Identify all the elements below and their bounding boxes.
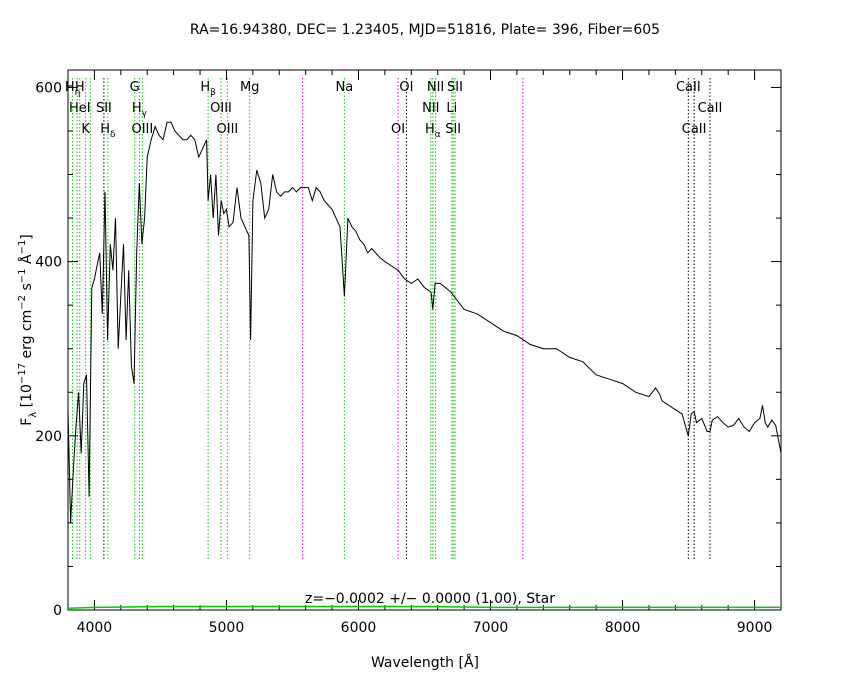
y-tick-label: 600 — [35, 80, 62, 96]
spectral-line-label: SII — [96, 101, 112, 116]
spectral-line-label: Hβ — [200, 80, 216, 98]
y-tick-label: 0 — [53, 603, 62, 619]
spectral-line-label: SII — [445, 122, 461, 137]
spectral-line-label: Li — [446, 101, 457, 116]
y-axis-ticks: 0 200 400 600 — [35, 80, 781, 619]
spectral-line-label: CaII — [698, 101, 723, 116]
spectral-line-label: OI — [391, 122, 405, 137]
x-tick-label: 6000 — [341, 620, 377, 636]
plot-frame — [67, 69, 782, 611]
spectral-line-label: Hγ — [132, 101, 148, 119]
x-axis-ticks: 4000 5000 6000 7000 8000 9000 — [67, 70, 782, 636]
spectral-line-label: Mg — [240, 80, 259, 95]
flux-series-line — [67, 121, 782, 523]
spectral-line-label: CaII — [676, 80, 701, 95]
spectral-line-label: Hα — [425, 122, 441, 140]
spectral-line-label: OIII — [131, 122, 153, 137]
spectral-line-label: OIII — [217, 122, 239, 137]
spectral-line-label: CaII — [682, 122, 707, 137]
spectral-line-label: H — [75, 80, 85, 95]
spectral-line-label: SII — [447, 80, 463, 95]
x-tick-label: 8000 — [605, 620, 641, 636]
spectral-line-label: G — [130, 80, 140, 95]
spectral-line-label: Na — [336, 80, 354, 95]
y-tick-label: 400 — [35, 255, 62, 271]
y-axis-label: Fλ [10−17 erg cm−2 s−1 Å−1] — [17, 234, 39, 426]
redshift-annotation: z=−0.0002 +/− 0.0000 (1.00), Star — [305, 591, 555, 607]
line-markers — [72, 78, 711, 560]
spectral-line-label: NII — [427, 80, 444, 95]
y-tick-label: 200 — [35, 429, 62, 445]
x-tick-label: 9000 — [737, 620, 773, 636]
spectral-line-label: K — [81, 122, 90, 137]
spectral-line-label: Hδ — [100, 122, 116, 140]
spectral-line-label: OIII — [210, 101, 232, 116]
chart-title: RA=16.94380, DEC= 1.23405, MJD=51816, Pl… — [190, 22, 660, 38]
series-group — [67, 121, 782, 610]
x-tick-label: 4000 — [77, 620, 113, 636]
spectral-line-label: Hη — [65, 80, 81, 98]
x-tick-label: 5000 — [209, 620, 245, 636]
x-tick-label: 7000 — [473, 620, 509, 636]
x-axis-label: Wavelength [Å] — [371, 654, 479, 671]
model-series-line — [67, 605, 781, 610]
spectral-line-label: OI — [399, 80, 413, 95]
spectral-line-label: NII — [422, 101, 439, 116]
spectral-line-label: HeI — [69, 101, 91, 116]
plot-area: 4000 5000 6000 7000 8000 9000 0 200 400 600 HηH G… — [35, 69, 782, 636]
